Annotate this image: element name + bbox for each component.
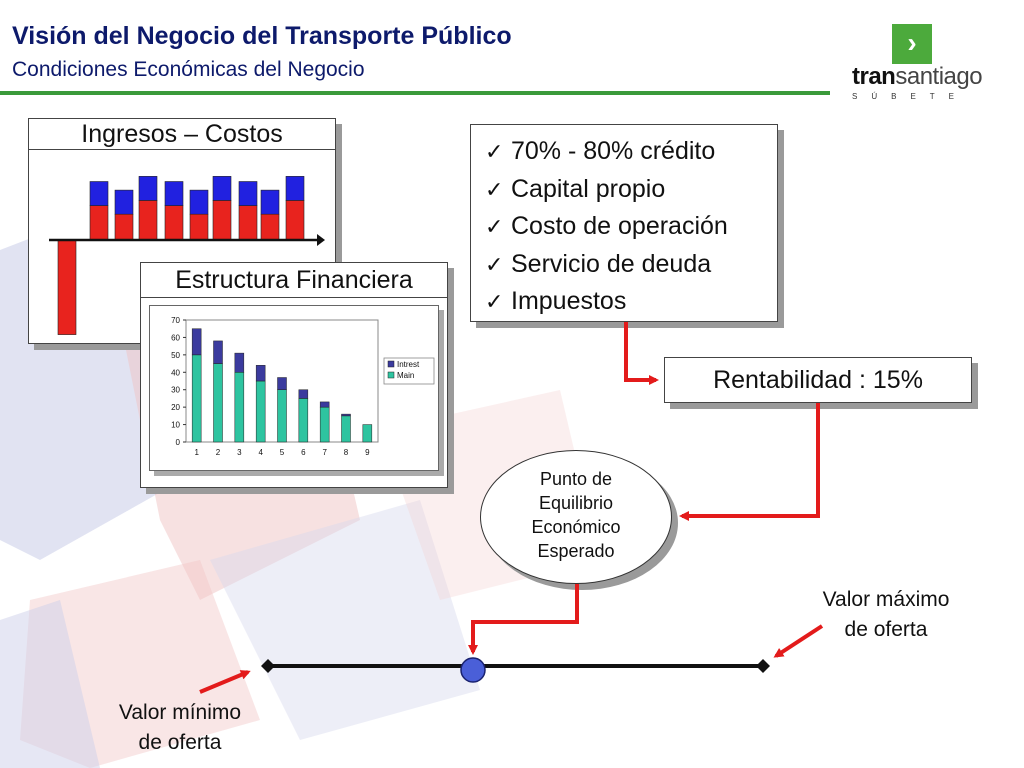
financiera-bar-segment: [255, 365, 266, 382]
financiera-bar-segment: [319, 401, 330, 408]
ingresos-costos-chart: [49, 176, 325, 335]
page-title: Visión del Negocio del Transporte Públic…: [12, 22, 512, 50]
legend-entry: Main: [397, 371, 414, 380]
x-tick-label: 4: [258, 448, 263, 457]
brand-logo-bold: tran: [852, 63, 896, 90]
checklist-item: ✓ Capital propio: [485, 171, 777, 209]
ingresos-bar-segment: [164, 181, 184, 206]
financiera-bar-segment: [277, 377, 287, 390]
arrow-valor-minimo: [199, 670, 251, 694]
checklist-item-label: 70% - 80% crédito: [511, 137, 716, 165]
y-tick-label: 40: [171, 368, 180, 377]
ingresos-bar-segment: [114, 189, 134, 215]
financiera-bar-segment: [191, 328, 202, 356]
chart-legend: Intrest Main: [383, 357, 435, 385]
checklist-panel: ✓ 70% - 80% crédito ✓ Capital propio ✓ Costo …: [470, 124, 778, 322]
y-tick-label: 70: [171, 316, 180, 325]
checklist-item: ✓ Servicio de deuda: [485, 246, 777, 284]
checkmark-icon: ✓: [485, 289, 504, 314]
equilibrio-line: Punto de: [539, 469, 613, 489]
x-tick-label: 6: [301, 448, 306, 457]
checkmark-icon: ✓: [485, 139, 504, 164]
y-tick-label: 60: [171, 333, 180, 342]
checkmark-icon: ✓: [485, 214, 504, 239]
equilibrio-line: Equilibrio: [538, 493, 614, 513]
x-tick-label: 9: [365, 448, 370, 457]
ingresos-bar-segment: [212, 176, 232, 201]
x-tick-label: 2: [216, 448, 221, 457]
estructura-financiera-chart-frame: 0 10 20 30 40 50 60 70 1 2 3 4 5 6 7 8 9 Intrest Main: [149, 305, 439, 471]
ingresos-axis-arrowhead: [317, 234, 325, 246]
valor-minimo-line-2: de oferta: [138, 731, 222, 754]
financiera-bar-segment: [234, 352, 245, 373]
estructura-financiera-chart: 0 10 20 30 40 50 60 70 1 2 3 4 5 6 7 8 9 Intrest Main: [171, 316, 435, 457]
x-tick-label: 3: [237, 448, 242, 457]
legend-entry: Intrest: [397, 360, 420, 369]
valor-minimo-line-1: Valor mínimo: [118, 701, 242, 724]
title-divider: [0, 91, 830, 95]
checklist-item: ✓ Costo de operación: [485, 208, 777, 246]
checkmark-icon: ✓: [485, 251, 504, 277]
ingresos-bar-segment: [189, 189, 209, 215]
brand-logo-light: santiago: [895, 63, 983, 90]
brand-logo: transantiago: [852, 63, 983, 91]
ingresos-bar-segment: [89, 181, 109, 206]
financiera-bar-segment: [213, 340, 223, 364]
valor-maximo-line-1: Valor máximo: [822, 588, 950, 611]
range-end-marker: [756, 659, 770, 673]
x-tick-label: 5: [280, 448, 285, 457]
ingresos-bar-segment: [285, 176, 305, 201]
chevron-right-icon: ›: [892, 24, 932, 64]
y-tick-label: 0: [176, 438, 181, 447]
valor-maximo-label: Valor máximo de oferta: [796, 585, 976, 645]
y-tick-label: 50: [171, 351, 180, 360]
ingresos-bar-segment: [138, 176, 158, 201]
y-tick-label: 20: [171, 403, 180, 412]
financiera-bar-segment: [341, 413, 351, 417]
valor-maximo-line-2: de oferta: [844, 618, 928, 641]
arrow-equilibrio-to-line: [468, 584, 579, 655]
arrow-rentabilidad-to-equilibrio: [679, 403, 820, 521]
checklist-item-label: Servicio de deuda: [511, 249, 712, 278]
estructura-financiera-title: Estructura Financiera: [141, 263, 447, 298]
estructura-financiera-panel: Estructura Financiera 0 10 20 30 40 50 60 70 1 2 3…: [140, 262, 448, 488]
checklist-item-label: Costo de operación: [511, 212, 728, 240]
checklist-item: ✓ Impuestos: [485, 283, 777, 321]
legend-swatch: [387, 371, 395, 379]
checklist-item-label: Impuestos: [511, 287, 627, 315]
checkmark-icon: ✓: [485, 176, 504, 202]
y-tick-label: 30: [171, 386, 180, 395]
checklist-item: ✓ 70% - 80% crédito: [485, 133, 777, 171]
financiera-bar-segment: [298, 389, 309, 399]
legend-swatch: [387, 360, 395, 368]
ingresos-bar-segment: [238, 181, 258, 206]
equilibrio-line: Esperado: [537, 541, 615, 561]
x-tick-label: 7: [322, 448, 327, 457]
arrow-checklist-to-rentabilidad: [624, 322, 659, 385]
ingresos-costos-title: Ingresos – Costos: [29, 119, 335, 150]
valor-minimo-label: Valor mínimo de oferta: [90, 698, 270, 758]
rentabilidad-box: Rentabilidad : 15%: [664, 357, 972, 403]
checklist: ✓ 70% - 80% crédito ✓ Capital propio ✓ Costo …: [471, 125, 777, 321]
ingresos-bar-segment: [260, 189, 280, 215]
range-start-marker: [261, 659, 275, 673]
x-tick-label: 8: [344, 448, 349, 457]
x-tick-label: 1: [194, 448, 199, 457]
brand-tagline: SÚBETE: [852, 92, 969, 101]
arrow-valor-maximo: [773, 624, 824, 658]
financiera-bar-segment: [362, 424, 373, 443]
page-subtitle: Condiciones Económicas del Negocio: [12, 58, 365, 81]
equilibrio-line: Económico: [531, 517, 621, 537]
punto-equilibrio-ellipse: Punto de Equilibrio Económico Esperado: [480, 450, 672, 584]
checklist-item-label: Capital propio: [511, 174, 666, 203]
equilibrium-point-marker: [460, 657, 486, 683]
y-tick-label: 10: [171, 421, 180, 430]
